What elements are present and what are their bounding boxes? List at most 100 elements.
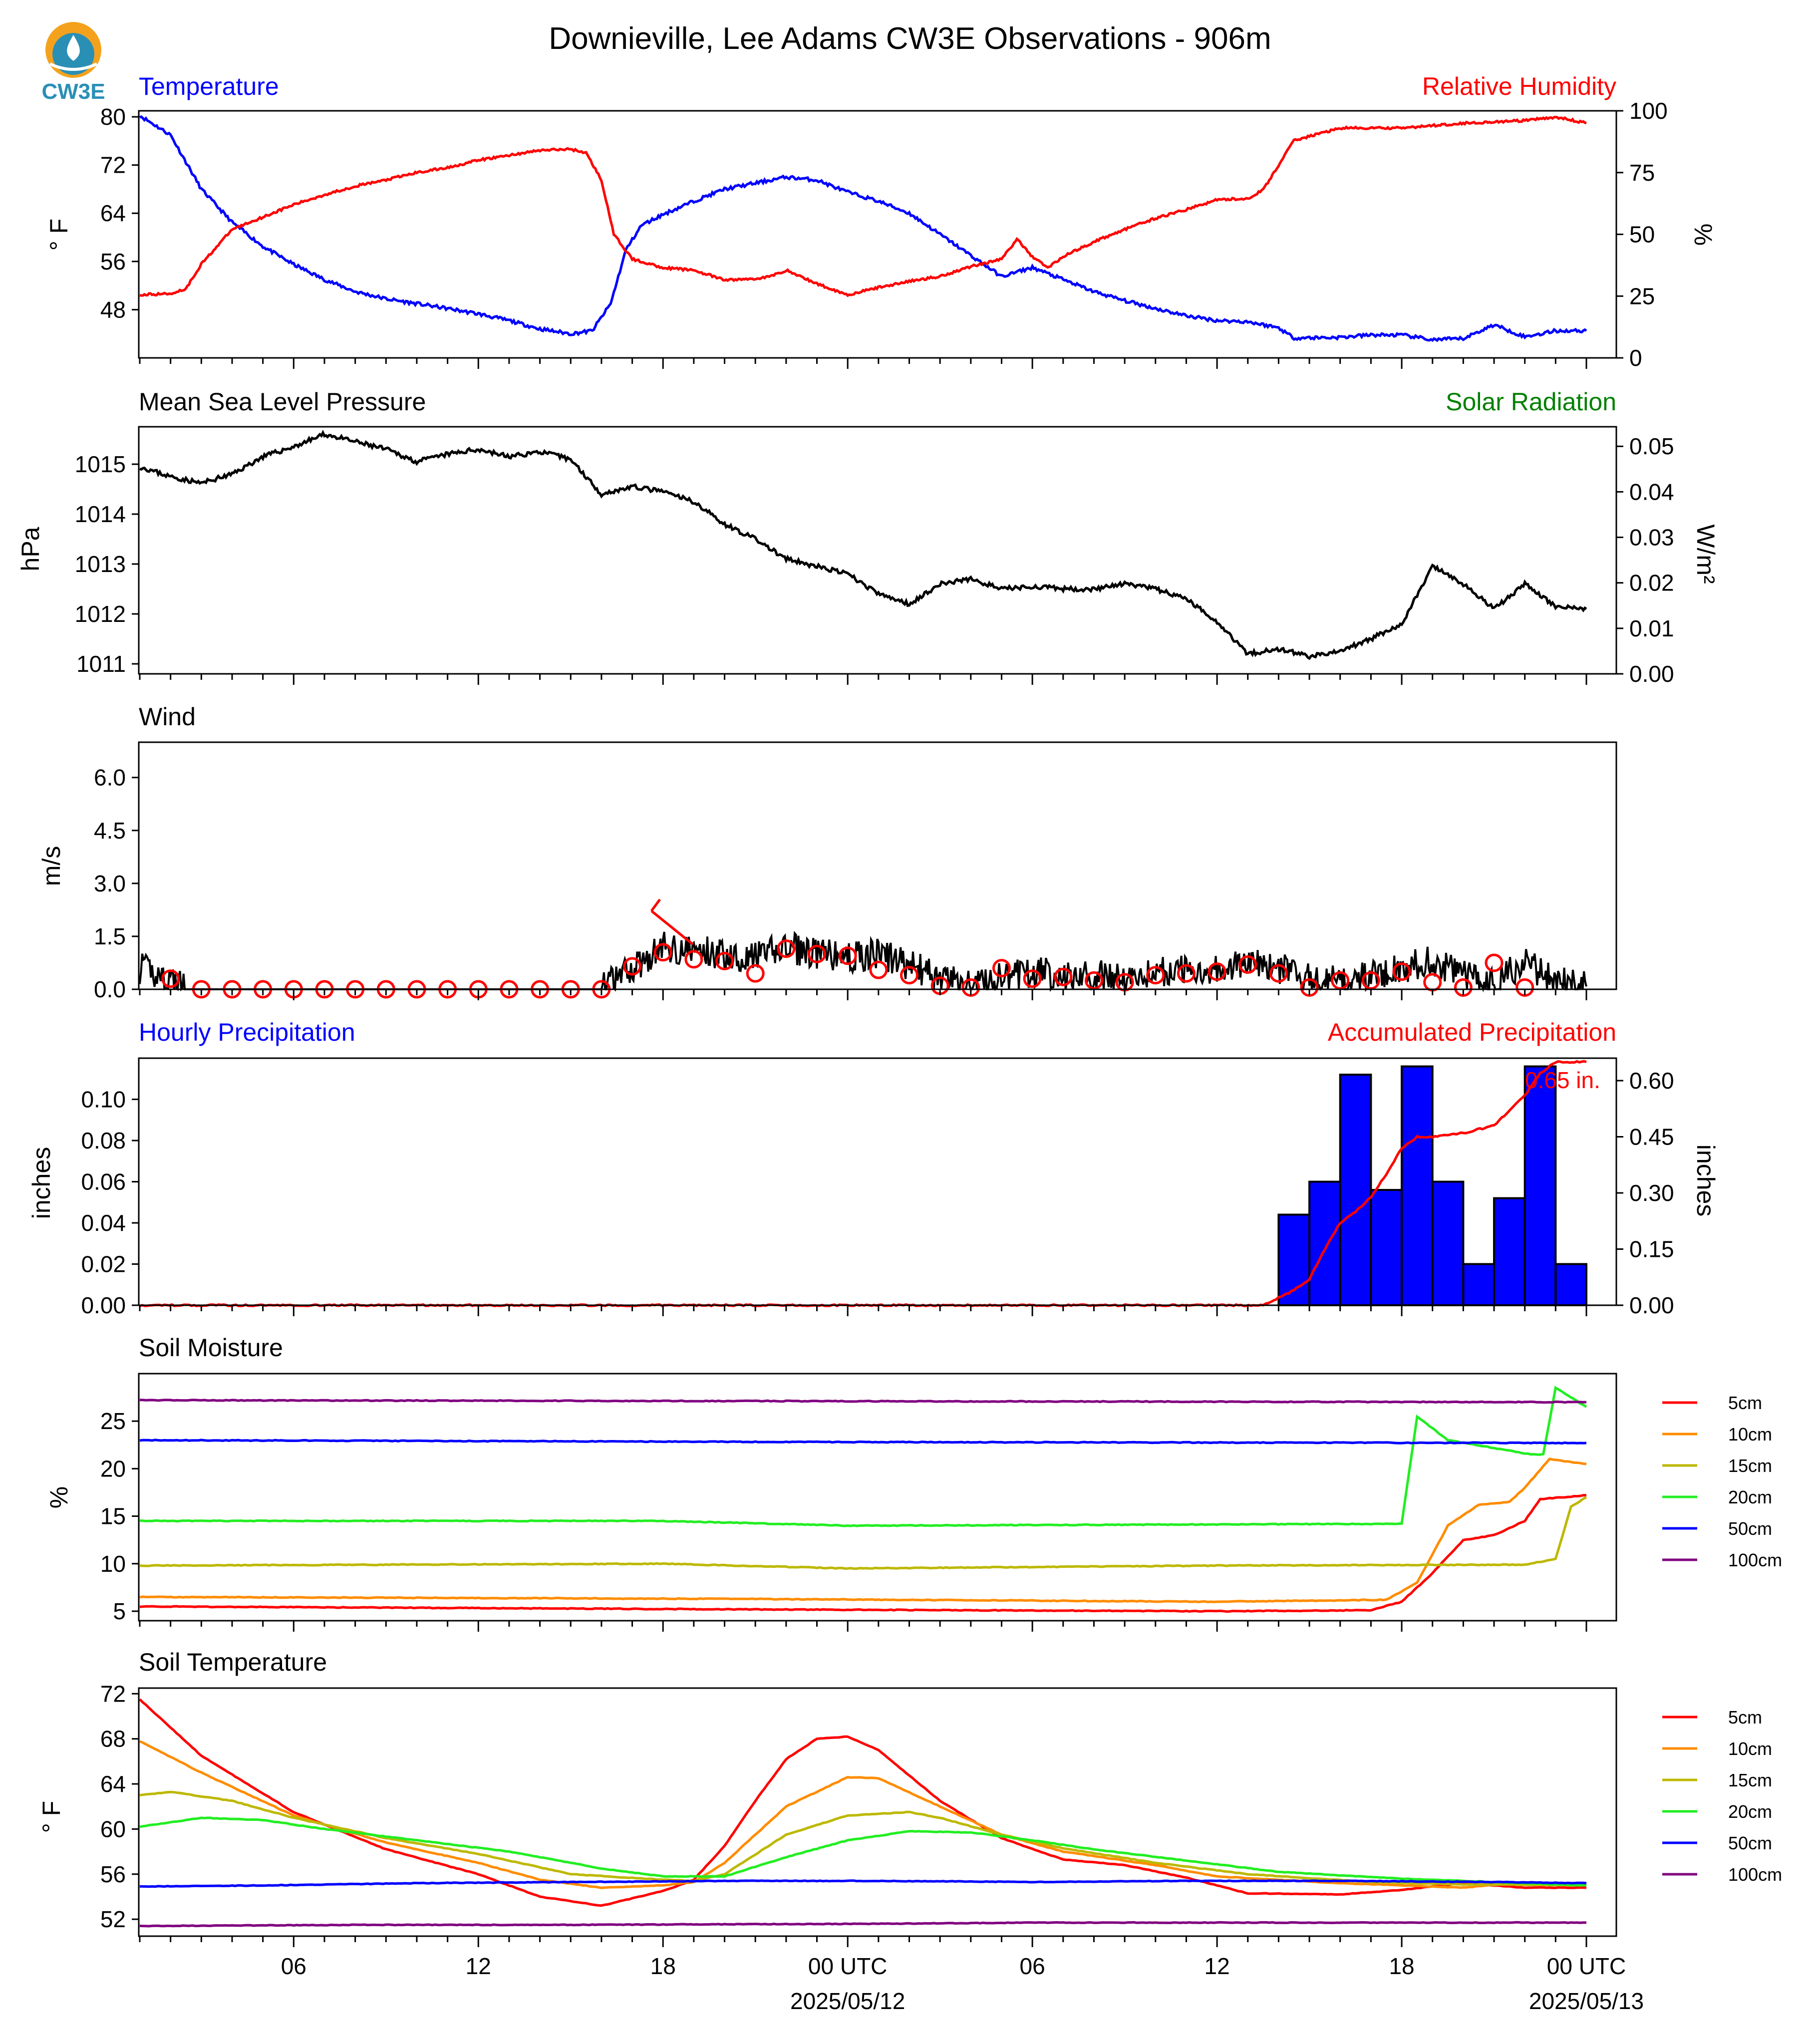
accumulated-precip-tick-label: 0.45 <box>1629 1124 1674 1150</box>
solar-radiation-unit: W/m² <box>1692 524 1720 583</box>
hourly-precip-tick-label: 0.08 <box>81 1128 126 1154</box>
soil-temperature-title: Soil Temperature <box>139 1648 327 1676</box>
precip-total-label: 0.65 in. <box>1525 1067 1600 1093</box>
soil-temperature-50cm-line <box>140 1879 1587 1888</box>
hourly-precip-tick-label: 0.02 <box>81 1251 126 1277</box>
wind-barb-calm-icon <box>653 943 672 962</box>
wind-barb-calm-icon <box>623 957 642 976</box>
hourly-precip-bar <box>1277 1213 1311 1306</box>
hourly-precip-bar <box>1493 1197 1526 1306</box>
wind-barb-calm-icon <box>684 950 703 969</box>
soil-moisture-tick-label: 5 <box>113 1598 126 1624</box>
wind-barb-calm-icon <box>715 951 734 970</box>
humidity-tick-label: 50 <box>1629 222 1655 248</box>
x-date-label: 2025/05/13 <box>1529 1988 1644 2014</box>
pressure-axes-frame <box>138 426 1617 675</box>
soil-temperature-tick-label: 60 <box>100 1816 126 1842</box>
soil-temperature-tick-label: 72 <box>100 1681 126 1707</box>
hourly-precip-bar <box>1401 1065 1434 1306</box>
solar-radiation-tick-label: 0.04 <box>1629 479 1674 505</box>
hourly-precip-bar <box>1308 1180 1341 1306</box>
soil-temperature-legend-label: 5cm <box>1728 1707 1762 1728</box>
wind-tick-label: 0.0 <box>94 976 126 1002</box>
soil-moisture-legend-label: 10cm <box>1728 1424 1772 1445</box>
soil-temperature-100cm-line <box>139 1921 1587 1928</box>
solar-radiation-tick-label: 0.00 <box>1629 661 1674 687</box>
cw3e-logo: CW3E <box>41 22 105 104</box>
soil-moisture-legend-label: 20cm <box>1728 1487 1772 1507</box>
soil-temperature-legend-label: 15cm <box>1728 1770 1772 1790</box>
accumulated-precip-tick-label: 0.60 <box>1629 1068 1674 1094</box>
soil-moisture-20cm-line <box>139 1386 1587 1527</box>
wind-barb-calm-icon <box>992 959 1011 978</box>
wind-title: Wind <box>139 703 196 731</box>
temperature-axes-frame <box>138 110 1617 359</box>
wind-barb-calm-icon <box>1177 964 1196 983</box>
temperature-tick-label: 56 <box>100 249 126 275</box>
temperature-unit: ° F <box>45 219 73 251</box>
soil-temperature-tick-label: 56 <box>100 1861 126 1887</box>
soil-temperature-tick-label: 64 <box>100 1771 126 1797</box>
soil-temperature-20cm-line <box>139 1816 1587 1887</box>
humidity-title: Relative Humidity <box>1422 72 1616 100</box>
wind-barb-calm-icon <box>1485 953 1504 972</box>
temperature-tick-label: 64 <box>100 200 126 226</box>
panel-soil-temperature: Soil Temperature 72 68 64 60 56 52 ° F 5cm 10c… <box>37 1648 1782 2014</box>
temperature-line <box>139 115 1587 342</box>
accumulated-precip-tick-label: 0.30 <box>1629 1180 1674 1206</box>
humidity-line <box>139 115 1587 297</box>
x-tick-label: 00 UTC <box>1547 1953 1626 1979</box>
wind-barb-calm-icon <box>869 960 888 979</box>
wind-unit: m/s <box>37 846 65 886</box>
wind-barb-calm-icon <box>961 978 980 997</box>
wind-barb-calm-icon <box>1516 978 1534 997</box>
humidity-unit: % <box>1689 224 1717 246</box>
humidity-tick-label: 75 <box>1629 160 1655 186</box>
x-tick-label: 00 UTC <box>808 1953 887 1979</box>
accumulated-precip-tick-label: 0.15 <box>1629 1236 1674 1262</box>
soil-moisture-tick-label: 10 <box>100 1551 126 1577</box>
accumulated-precip-tick-label: 0.00 <box>1629 1292 1674 1318</box>
hourly-precip-bar <box>1431 1180 1465 1306</box>
x-tick-label: 06 <box>1020 1953 1045 1979</box>
soil-temperature-legend-label: 100cm <box>1728 1864 1782 1885</box>
x-tick-label: 18 <box>650 1953 676 1979</box>
soil-moisture-legend-label: 50cm <box>1728 1518 1772 1539</box>
pressure-tick-label: 1014 <box>75 501 126 527</box>
pressure-tick-label: 1012 <box>75 601 126 627</box>
wind-axes-frame <box>138 741 1617 990</box>
temperature-tick-label: 80 <box>100 104 126 130</box>
soil-moisture-15cm-line <box>139 1496 1587 1570</box>
soil-moisture-unit: % <box>45 1486 73 1508</box>
wind-barb-calm-icon <box>1300 978 1319 997</box>
soil-moisture-legend-label: 5cm <box>1728 1393 1762 1413</box>
wind-barb-calm-icon <box>1146 966 1165 985</box>
hourly-precip-bar <box>1523 1065 1557 1306</box>
wind-barb-calm-icon <box>1023 969 1042 988</box>
soil-temperature-unit: ° F <box>37 1801 65 1833</box>
wind-tick-label: 3.0 <box>94 870 126 896</box>
soil-moisture-tick-label: 20 <box>100 1455 126 1481</box>
soil-temperature-tick-label: 68 <box>100 1726 126 1752</box>
soil-moisture-legend-label: 100cm <box>1728 1550 1782 1570</box>
wind-barb-calm-icon <box>838 946 857 965</box>
solar-radiation-title: Solar Radiation <box>1446 388 1616 416</box>
panel-wind: Wind 6.0 4.5 3.0 1.5 0.0 m/s <box>37 703 1617 1002</box>
wind-barb-calm-icon <box>161 969 180 988</box>
pressure-line <box>139 429 1587 660</box>
solar-radiation-tick-label: 0.01 <box>1629 615 1674 641</box>
logo-drop-icon <box>67 35 80 61</box>
soil-temperature-legend-label: 50cm <box>1728 1833 1772 1853</box>
soil-moisture-5cm-line <box>139 1494 1587 1613</box>
hourly-precip-bar <box>1370 1189 1403 1306</box>
wind-barb-calm-icon <box>1454 978 1473 997</box>
hourly-precip-bar <box>1462 1263 1496 1306</box>
wind-barb-calm-icon <box>1361 971 1380 990</box>
soil-moisture-100cm-line <box>139 1399 1587 1404</box>
solar-radiation-tick-label: 0.03 <box>1629 525 1674 551</box>
soil-moisture-tick-label: 25 <box>100 1408 126 1434</box>
soil-temperature-tick-label: 52 <box>100 1906 126 1932</box>
soil-moisture-10cm-line <box>139 1457 1587 1604</box>
logo-text: CW3E <box>41 79 105 104</box>
